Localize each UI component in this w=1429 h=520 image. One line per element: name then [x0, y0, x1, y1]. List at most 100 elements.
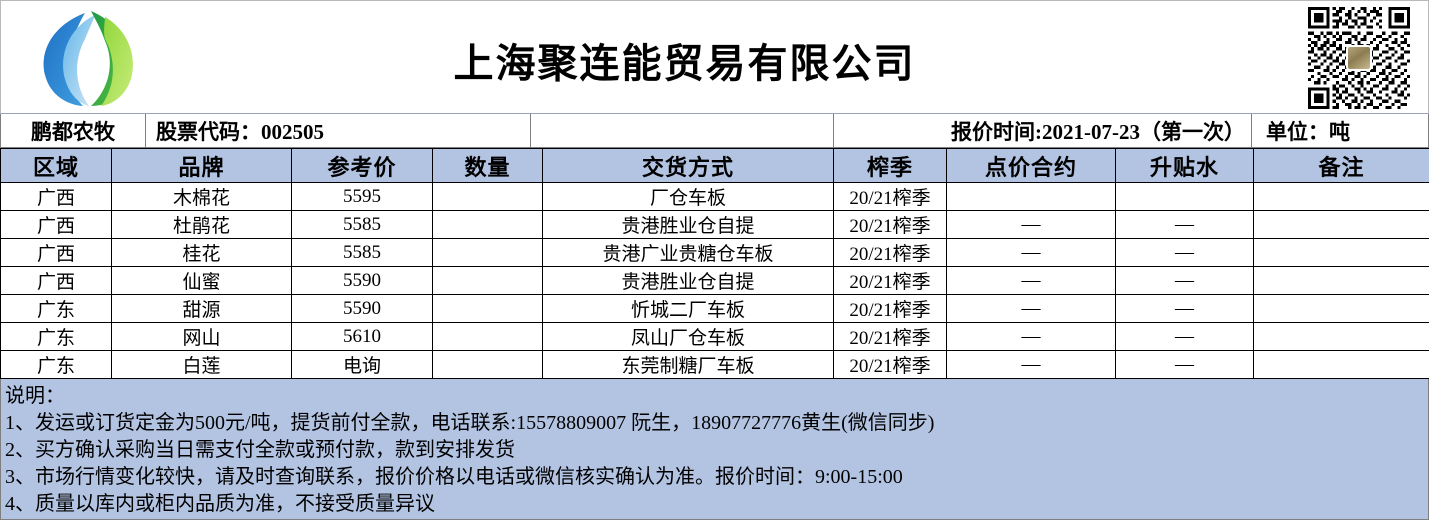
cell-contract[interactable]: —	[947, 323, 1116, 351]
notes-block: 说明： 1、发运或订货定金为500元/吨，提货前付全款，电话联系:1557880…	[0, 379, 1429, 520]
notes-title: 说明：	[5, 383, 1428, 410]
cell-remark[interactable]	[1254, 351, 1429, 379]
column-header-brand[interactable]: 品牌	[112, 149, 292, 183]
cell-brand[interactable]: 桂花	[112, 239, 292, 267]
column-header-quantity[interactable]: 数量	[433, 149, 543, 183]
cell-region[interactable]: 广西	[1, 183, 112, 211]
cell-delivery[interactable]: 厂仓车板	[543, 183, 834, 211]
cell-delivery[interactable]: 贵港胜业仓自提	[543, 211, 834, 239]
cell-contract[interactable]: —	[947, 295, 1116, 323]
unit-label: 单位：吨	[1252, 114, 1428, 147]
cell-price[interactable]: 5590	[292, 295, 433, 323]
cell-contract[interactable]	[947, 183, 1116, 211]
column-header-price[interactable]: 参考价	[292, 149, 433, 183]
cell-region[interactable]: 广西	[1, 267, 112, 295]
cell-contract[interactable]: —	[947, 351, 1116, 379]
cell-premium[interactable]: —	[1116, 323, 1254, 351]
cell-price[interactable]: 5585	[292, 239, 433, 267]
cell-brand[interactable]: 木棉花	[112, 183, 292, 211]
cell-region[interactable]: 广西	[1, 211, 112, 239]
cell-quantity[interactable]	[433, 183, 543, 211]
qr-center-logo	[1346, 45, 1372, 71]
cell-delivery[interactable]: 贵港广业贵糖仓车板	[543, 239, 834, 267]
cell-remark[interactable]	[1254, 183, 1429, 211]
banner: 上海聚连能贸易有限公司	[0, 0, 1429, 114]
note-line-2: 2、买方确认采购当日需支付全款或预付款，款到安排发货	[5, 437, 1428, 464]
company-short-name: 鹏都农牧	[1, 114, 146, 147]
cell-premium[interactable]: —	[1116, 211, 1254, 239]
cell-remark[interactable]	[1254, 323, 1429, 351]
cell-region[interactable]: 广东	[1, 351, 112, 379]
info-row: 鹏都农牧 股票代码：002505 报价时间:2021-07-23（第一次） 单位…	[0, 114, 1429, 148]
cell-price[interactable]: 5595	[292, 183, 433, 211]
cell-quantity[interactable]	[433, 211, 543, 239]
cell-delivery[interactable]: 忻城二厂车板	[543, 295, 834, 323]
cell-region[interactable]: 广东	[1, 295, 112, 323]
cell-price[interactable]: 5610	[292, 323, 433, 351]
note-line-1: 1、发运或订货定金为500元/吨，提货前付全款，电话联系:15578809007…	[5, 410, 1428, 437]
cell-brand[interactable]: 白莲	[112, 351, 292, 379]
info-spacer	[531, 114, 834, 147]
cell-season[interactable]: 20/21榨季	[834, 211, 947, 239]
cell-delivery[interactable]: 东莞制糖厂车板	[543, 351, 834, 379]
cell-remark[interactable]	[1254, 239, 1429, 267]
stock-code: 股票代码：002505	[146, 114, 531, 147]
cell-quantity[interactable]	[433, 323, 543, 351]
cell-premium[interactable]: —	[1116, 295, 1254, 323]
cell-price[interactable]: 5590	[292, 267, 433, 295]
column-header-contract[interactable]: 点价合约	[947, 149, 1116, 183]
cell-premium[interactable]: —	[1116, 351, 1254, 379]
cell-region[interactable]: 广东	[1, 323, 112, 351]
cell-region[interactable]: 广西	[1, 239, 112, 267]
cell-remark[interactable]	[1254, 211, 1429, 239]
cell-brand[interactable]: 杜鹃花	[112, 211, 292, 239]
cell-contract[interactable]: —	[947, 267, 1116, 295]
cell-remark[interactable]	[1254, 267, 1429, 295]
cell-season[interactable]: 20/21榨季	[834, 323, 947, 351]
table-header-row: 区域 品牌 参考价 数量 交货方式 榨季 点价合约 升贴水 备注	[1, 149, 1429, 183]
cell-contract[interactable]: —	[947, 239, 1116, 267]
wechat-qr-code[interactable]	[1308, 7, 1410, 109]
cell-premium[interactable]	[1116, 183, 1254, 211]
cell-season[interactable]: 20/21榨季	[834, 267, 947, 295]
cell-season[interactable]: 20/21榨季	[834, 183, 947, 211]
column-header-region[interactable]: 区域	[1, 149, 112, 183]
note-line-3: 3、市场行情变化较快，请及时查询联系，报价价格以电话或微信核实确认为准。报价时间…	[5, 464, 1428, 491]
cell-quantity[interactable]	[433, 295, 543, 323]
column-header-remark[interactable]: 备注	[1254, 149, 1429, 183]
quote-time: 报价时间:2021-07-23（第一次）	[834, 114, 1252, 147]
column-header-delivery[interactable]: 交货方式	[543, 149, 834, 183]
cell-season[interactable]: 20/21榨季	[834, 239, 947, 267]
cell-season[interactable]: 20/21榨季	[834, 295, 947, 323]
cell-delivery[interactable]: 贵港胜业仓自提	[543, 267, 834, 295]
column-header-season[interactable]: 榨季	[834, 149, 947, 183]
cell-price[interactable]: 5585	[292, 211, 433, 239]
cell-remark[interactable]	[1254, 295, 1429, 323]
cell-premium[interactable]: —	[1116, 239, 1254, 267]
cell-brand[interactable]: 甜源	[112, 295, 292, 323]
page-title: 上海聚连能贸易有限公司	[161, 31, 1208, 89]
cell-brand[interactable]: 仙蜜	[112, 267, 292, 295]
column-header-premium[interactable]: 升贴水	[1116, 149, 1254, 183]
cell-quantity[interactable]	[433, 239, 543, 267]
company-leaf-logo	[23, 7, 153, 111]
cell-quantity[interactable]	[433, 267, 543, 295]
cell-premium[interactable]: —	[1116, 267, 1254, 295]
cell-quantity[interactable]	[433, 351, 543, 379]
cell-season[interactable]: 20/21榨季	[834, 351, 947, 379]
cell-brand[interactable]: 网山	[112, 323, 292, 351]
note-line-4: 4、质量以库内或柜内品质为准，不接受质量异议	[5, 491, 1428, 518]
cell-price[interactable]: 电询	[292, 351, 433, 379]
cell-contract[interactable]: —	[947, 211, 1116, 239]
cell-delivery[interactable]: 凤山厂仓车板	[543, 323, 834, 351]
